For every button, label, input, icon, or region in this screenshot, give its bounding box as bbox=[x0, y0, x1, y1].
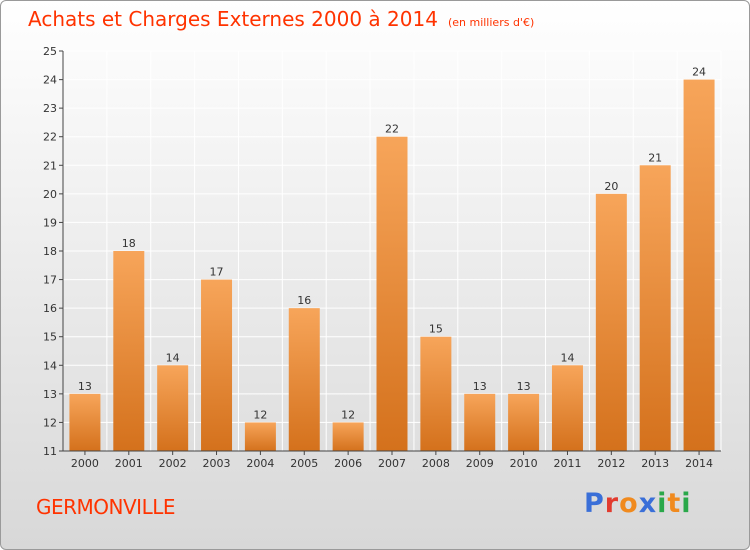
logo-letter: i bbox=[681, 488, 692, 519]
y-tick-label: 15 bbox=[43, 331, 57, 344]
bar bbox=[201, 279, 233, 451]
x-tick-label: 2001 bbox=[115, 457, 143, 470]
y-tick-label: 24 bbox=[43, 74, 57, 87]
bar bbox=[244, 422, 276, 451]
x-tick-label: 2014 bbox=[685, 457, 713, 470]
x-tick-label: 2013 bbox=[641, 457, 669, 470]
y-tick-label: 11 bbox=[43, 445, 57, 458]
x-tick-label: 2006 bbox=[334, 457, 362, 470]
x-tick-label: 2010 bbox=[510, 457, 538, 470]
data-label: 12 bbox=[253, 408, 267, 421]
chart-subtitle: (en milliers d'€) bbox=[447, 16, 535, 29]
x-tick-label: 2002 bbox=[159, 457, 187, 470]
data-label: 16 bbox=[297, 294, 311, 307]
y-tick-label: 17 bbox=[43, 274, 57, 287]
y-tick-label: 16 bbox=[43, 302, 57, 315]
logo-letter: x bbox=[638, 488, 658, 519]
bar bbox=[376, 136, 408, 451]
data-label: 13 bbox=[473, 380, 487, 393]
data-label: 20 bbox=[604, 180, 618, 193]
y-tick-label: 19 bbox=[43, 216, 57, 229]
data-label: 21 bbox=[648, 151, 662, 164]
bar bbox=[113, 251, 145, 451]
bar bbox=[288, 308, 320, 451]
y-tick-label: 12 bbox=[43, 416, 57, 429]
bar bbox=[639, 165, 671, 452]
logo-letter: r bbox=[604, 488, 620, 519]
y-tick-label: 22 bbox=[43, 131, 57, 144]
x-tick-label: 2011 bbox=[553, 457, 581, 470]
x-tick-label: 2009 bbox=[466, 457, 494, 470]
data-label: 24 bbox=[692, 66, 706, 79]
x-tick-label: 2008 bbox=[422, 457, 450, 470]
data-label: 14 bbox=[560, 351, 574, 364]
logo-letter: P bbox=[584, 488, 605, 519]
x-tick-label: 2005 bbox=[290, 457, 318, 470]
proxiti-logo: Proxiti bbox=[584, 488, 692, 519]
bar bbox=[551, 365, 583, 451]
data-label: 13 bbox=[517, 380, 531, 393]
chart-title: Achats et Charges Externes 2000 à 2014 bbox=[28, 7, 438, 31]
bar bbox=[508, 393, 540, 451]
x-tick-label: 2004 bbox=[246, 457, 274, 470]
y-tick-label: 20 bbox=[43, 188, 57, 201]
data-label: 12 bbox=[341, 408, 355, 421]
data-label: 22 bbox=[385, 123, 399, 136]
x-tick-label: 2000 bbox=[71, 457, 99, 470]
data-label: 14 bbox=[166, 351, 180, 364]
x-tick-label: 2003 bbox=[203, 457, 231, 470]
bar bbox=[595, 193, 627, 451]
commune-name: GERMONVILLE bbox=[36, 495, 176, 519]
x-tick-label: 2012 bbox=[597, 457, 625, 470]
data-label: 15 bbox=[429, 323, 443, 336]
y-tick-label: 21 bbox=[43, 159, 57, 172]
data-label: 18 bbox=[122, 237, 136, 250]
logo-letter: o bbox=[619, 488, 639, 519]
logo-letter: t bbox=[667, 488, 682, 519]
logo-letter: i bbox=[657, 488, 668, 519]
axes: 11 12 13 14 15 16 17 18 19 20 21 22 23 24 25 2000 2001 20… bbox=[43, 45, 721, 470]
data-label: 17 bbox=[210, 266, 224, 279]
y-tick-label: 13 bbox=[43, 388, 57, 401]
bars: 13 18 14 17 12 16 12 22 15 13 13 14 20 21 24 bbox=[69, 66, 715, 452]
bar bbox=[420, 336, 452, 451]
y-tick-label: 14 bbox=[43, 359, 57, 372]
bar bbox=[683, 79, 715, 452]
y-tick-label: 18 bbox=[43, 245, 57, 258]
x-tick-label: 2007 bbox=[378, 457, 406, 470]
y-tick-label: 23 bbox=[43, 102, 57, 115]
bar bbox=[69, 393, 101, 451]
bar bbox=[332, 422, 364, 451]
data-label: 13 bbox=[78, 380, 92, 393]
bar bbox=[464, 393, 496, 451]
bar bbox=[157, 365, 189, 451]
y-tick-label: 25 bbox=[43, 45, 57, 58]
title-block: Achats et Charges Externes 2000 à 2014 (e… bbox=[28, 7, 534, 31]
